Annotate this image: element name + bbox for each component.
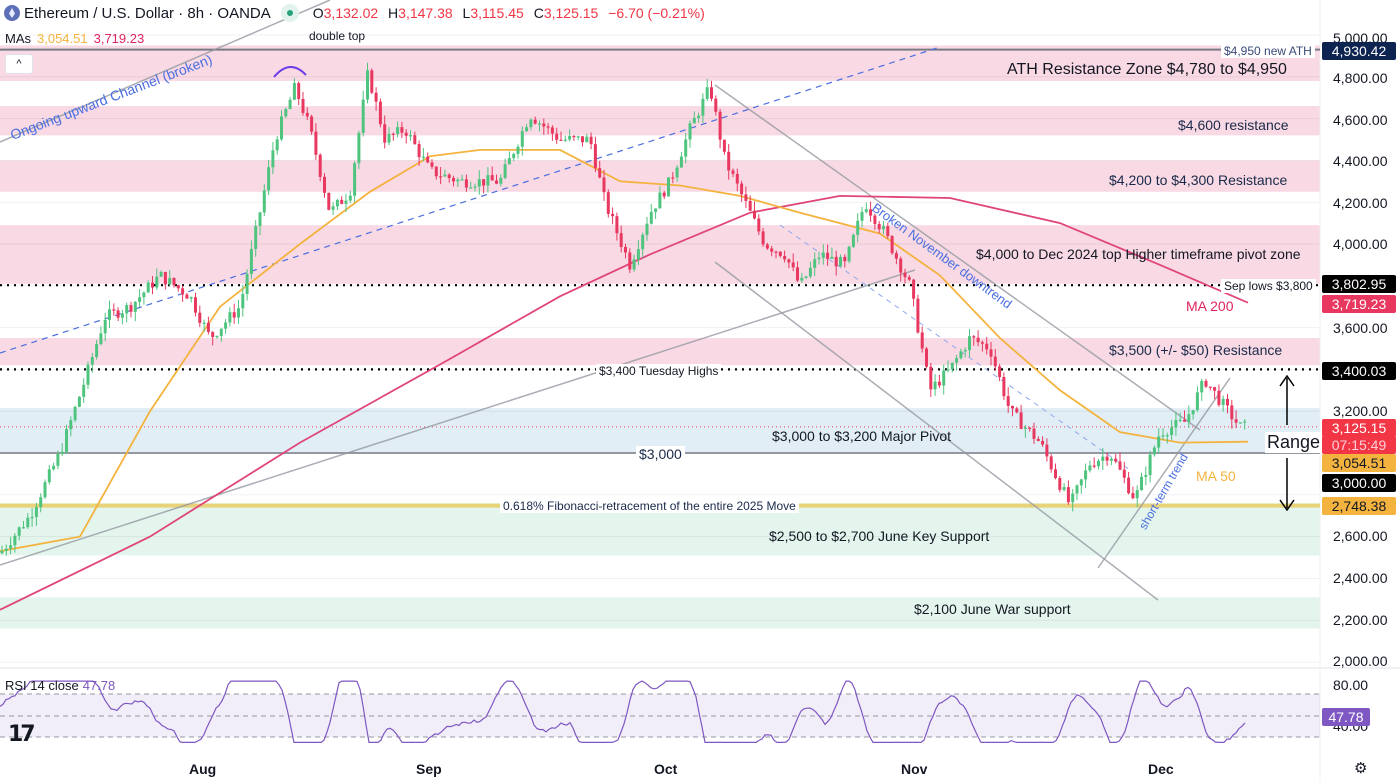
x-axis-tick: Oct — [654, 761, 678, 777]
tradingview-logo-icon[interactable]: 17 — [8, 722, 36, 747]
price-badge: 2,748.38 — [1322, 497, 1396, 515]
y-axis-tick: 2,400.00 — [1333, 570, 1388, 586]
price-badge: 3,802.95 — [1322, 275, 1396, 293]
moving-averages-legend[interactable]: MAs 3,054.51 3,719.23 — [5, 31, 145, 46]
ma50-line[interactable] — [0, 149, 1249, 553]
symbol-title[interactable]: Ethereum / U.S. Dollar · 8h · OANDA — [24, 4, 271, 22]
ma200-value: 3,719.23 — [93, 31, 145, 46]
zone-label: $2,500 to $2,700 June Key Support — [769, 528, 990, 544]
zone-5 — [0, 408, 1320, 453]
ma200-line[interactable] — [0, 194, 1249, 611]
x-axis-tick: Nov — [901, 761, 928, 777]
rsi-line[interactable] — [0, 680, 1246, 743]
y-axis-tick: 3,600.00 — [1333, 320, 1388, 336]
rsi-axis-tick: 80.00 — [1333, 677, 1369, 693]
symbol-header[interactable]: Ethereum / U.S. Dollar · 8h · OANDA O3,1… — [4, 4, 705, 22]
zone-label: $4,600 resistance — [1178, 117, 1289, 133]
rsi-badge: 47.78 — [1322, 708, 1370, 726]
x-axis-tick: Dec — [1148, 761, 1174, 777]
y-axis-tick: 4,400.00 — [1333, 153, 1388, 169]
level-label: $4,950 new ATH — [1221, 44, 1315, 58]
zone-label: $2,100 June War support — [914, 601, 1071, 617]
y-axis-tick: 2,200.00 — [1333, 612, 1388, 628]
zone-label: $4,000 to Dec 2024 top Higher timeframe … — [976, 246, 1301, 262]
ethereum-logo-icon — [4, 5, 20, 21]
y-axis-tick: 4,800.00 — [1333, 70, 1388, 86]
ma50-value: 3,054.51 — [37, 31, 88, 46]
y-axis-tick: 2,600.00 — [1333, 528, 1388, 544]
price-badge: 3,125.15 — [1322, 419, 1396, 437]
ma200-label: MA 200 — [1186, 298, 1234, 314]
price-badge: 3,719.23 — [1322, 295, 1396, 313]
zone-7 — [0, 597, 1320, 629]
zone-label: $3,500 (+/- $50) Resistance — [1109, 342, 1283, 358]
price-badge: 07:15:49 — [1322, 436, 1396, 454]
y-axis-tick: 4,200.00 — [1333, 195, 1388, 211]
change-value: −6.70 (−0.21%) — [608, 5, 705, 21]
ma50-label: MA 50 — [1196, 468, 1236, 484]
zone-0 — [0, 45, 1320, 81]
double-top-label: double top — [309, 29, 366, 43]
y-axis-tick: 3,200.00 — [1333, 403, 1388, 419]
collapse-legend-button[interactable]: ^ — [5, 54, 33, 74]
price-badge: 3,400.03 — [1322, 362, 1396, 380]
y-axis-tick: 2,000.00 — [1333, 653, 1388, 669]
ohlc-values: O3,132.02 H3,147.38 L3,115.45 C3,125.15 … — [312, 5, 705, 21]
price-badge: 3,054.51 — [1322, 454, 1396, 472]
rsi-legend[interactable]: RSI 14 close 47.78 — [5, 678, 116, 693]
zone-3 — [0, 225, 1320, 284]
x-axis-tick: Aug — [189, 761, 217, 777]
zone-1 — [0, 106, 1320, 136]
settings-gear-icon[interactable]: ⚙ — [1354, 760, 1368, 777]
level-label: 0.618% Fibonacci-retracement of the enti… — [500, 499, 799, 513]
level-label: $3,000 — [636, 446, 685, 462]
market-status-icon — [280, 4, 299, 22]
zone-label: ATH Resistance Zone $4,780 to $4,950 — [1007, 61, 1287, 78]
price-badge: 4,930.42 — [1322, 42, 1396, 60]
range-label: Range — [1265, 432, 1323, 453]
y-axis-tick: 4,000.00 — [1333, 236, 1388, 252]
x-axis-tick: Sep — [416, 761, 442, 777]
y-axis-tick: 4,600.00 — [1333, 112, 1388, 128]
level-label: $3,400 Tuesday Highs — [596, 364, 722, 378]
level-label: Sep lows $3,800 — [1221, 279, 1316, 293]
price-badge: 3,000.00 — [1322, 474, 1396, 492]
zone-label: $4,200 to $4,300 Resistance — [1109, 172, 1288, 188]
zone-label: $3,000 to $3,200 Major Pivot — [772, 428, 952, 444]
